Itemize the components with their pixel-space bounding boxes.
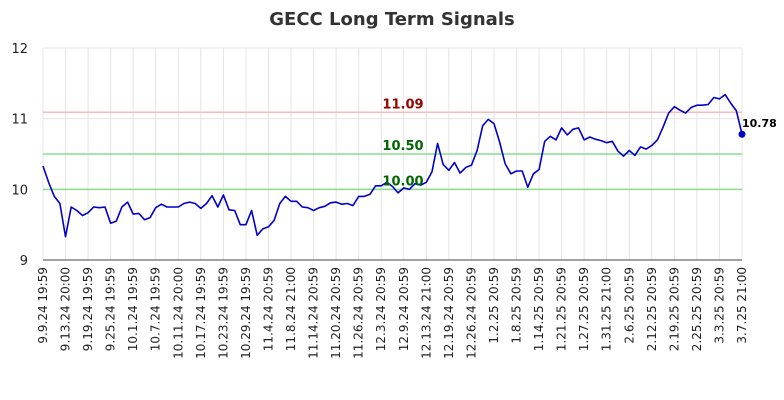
x-tick-label: 2.19.25 20:59 (667, 267, 681, 351)
series-group (42, 93, 746, 238)
x-tick-label: 9.19.24 19:59 (81, 267, 95, 351)
x-tick-label: 12.19.24 20:59 (442, 267, 456, 359)
x-tick-label: 11.8.24 21:00 (284, 267, 298, 351)
x-tick-label: 3.3.25 20:59 (712, 267, 726, 344)
x-tick-label: 12.13.24 21:00 (419, 267, 433, 359)
last-point-marker (738, 130, 746, 138)
x-tick-label: 11.26.24 20:59 (352, 267, 366, 359)
x-tick-label: 1.8.25 20:59 (510, 267, 524, 344)
x-tick-label: 11.4.24 20:59 (261, 267, 275, 351)
x-tick-label: 1.2.25 20:59 (487, 267, 501, 344)
x-tick-label: 12.9.24 20:59 (397, 267, 411, 351)
x-tick-label: 1.27.25 20:59 (577, 267, 591, 351)
x-tick-label: 10.29.24 19:59 (239, 267, 253, 359)
x-tick-label: 1.14.25 20:59 (532, 267, 546, 351)
series-line (42, 93, 743, 238)
reference-line-label: 10.50 (382, 139, 423, 154)
y-axis: 9 10 11 12 (11, 42, 28, 269)
x-tick-label: 10.7.24 19:59 (149, 267, 163, 351)
x-tick-label: 2.25.25 20:59 (690, 267, 704, 351)
reference-line-label: 10.00 (382, 174, 423, 189)
x-tick-label: 9.13.24 20:00 (59, 267, 73, 351)
reference-line-label: 11.09 (382, 97, 423, 112)
x-tick-label: 11.20.24 20:59 (329, 267, 343, 359)
x-tick-label: 12.3.24 20:59 (374, 267, 388, 351)
x-tick-label: 2.6.25 20:59 (622, 267, 636, 344)
x-tick-label: 9.9.24 19:59 (36, 267, 50, 344)
last-value-label: 10.78 (742, 117, 777, 130)
annotations: 11.09 10.50 10.00 10.78 (382, 97, 776, 189)
x-tick-label: 3.7.25 21:00 (735, 267, 749, 344)
y-tick-label: 12 (11, 42, 28, 57)
x-tick-label: 10.11.24 20:00 (171, 267, 185, 359)
x-tick-label: 10.1.24 19:59 (126, 267, 140, 351)
x-tick-label: 9.25.24 19:59 (104, 267, 118, 351)
x-tick-label: 1.31.25 21:00 (600, 267, 614, 351)
chart-title: GECC Long Term Signals (269, 9, 514, 30)
x-tick-label: 11.14.24 20:59 (307, 267, 321, 359)
x-axis: 9.9.24 19:59 9.13.24 20:00 9.19.24 19:59 9.… (36, 267, 749, 359)
y-tick-label: 11 (11, 113, 28, 128)
x-tick-label: 12.26.24 20:59 (464, 267, 478, 359)
x-tick-label: 10.17.24 19:59 (194, 267, 208, 359)
x-tick-label: 1.21.25 20:59 (555, 267, 569, 351)
x-tick-label: 10.23.24 19:59 (216, 267, 230, 359)
x-tick-label: 2.12.25 20:59 (645, 267, 659, 351)
y-tick-label: 9 (20, 254, 28, 269)
y-tick-label: 10 (11, 183, 28, 198)
